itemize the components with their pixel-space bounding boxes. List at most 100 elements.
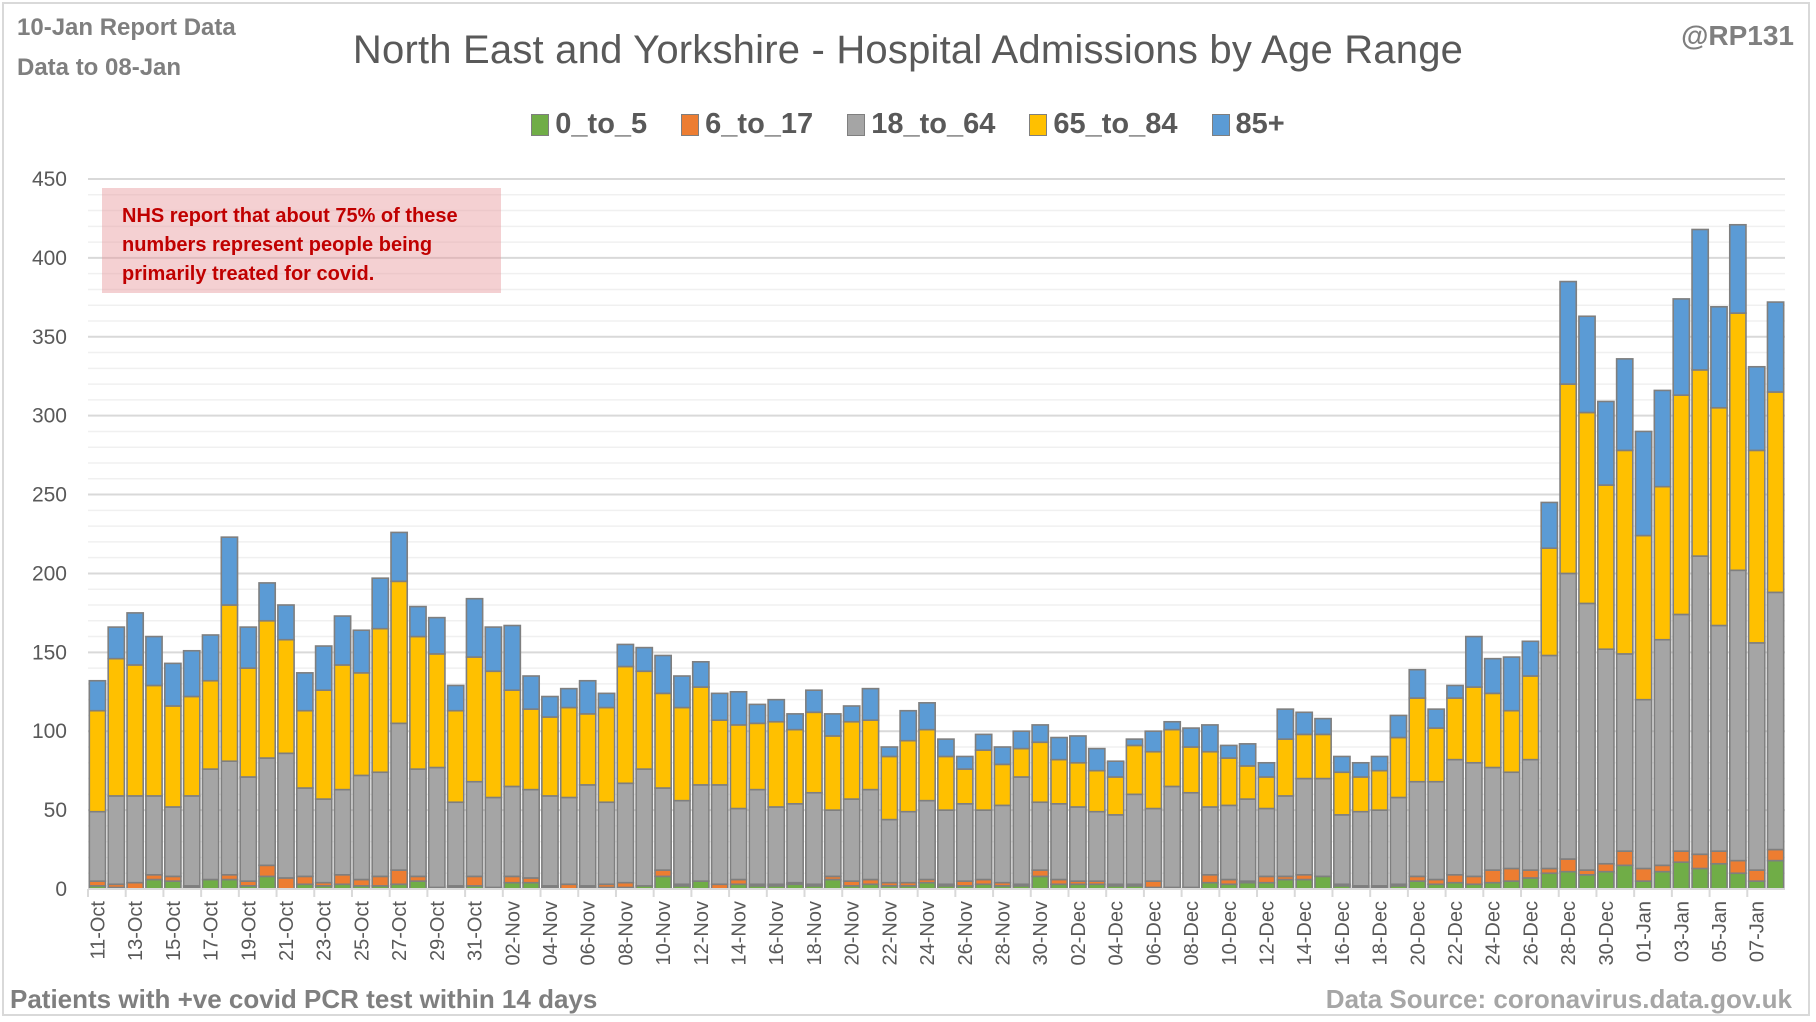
bar-stack	[559, 687, 578, 890]
bar-segment-85+	[409, 605, 427, 638]
bar-segment-65_to_84	[805, 711, 823, 794]
bar-stack	[1370, 755, 1389, 890]
x-tick-label: 14-Dec	[1294, 901, 1316, 965]
bar-segment-18_to_64	[993, 804, 1012, 884]
bar-stack	[446, 684, 465, 890]
x-tick-label: 18-Dec	[1370, 901, 1392, 965]
bar-segment-18_to_64	[484, 796, 503, 889]
bar-segment-65_to_84	[748, 722, 767, 791]
gridlines	[88, 178, 1785, 874]
bar-segment-85+	[654, 654, 673, 695]
bar-segment-18_to_64	[107, 795, 126, 886]
bar-segment-65_to_84	[673, 706, 691, 802]
bar-segment-18_to_64	[1427, 780, 1446, 881]
bar-segment-0_to_5	[1672, 861, 1691, 890]
bar-segment-6_to_17	[352, 878, 371, 887]
bar-segment-65_to_84	[1747, 449, 1766, 644]
x-tick-label: 04-Nov	[540, 901, 562, 965]
bar-segment-85+	[937, 738, 955, 758]
bar-segment-85+	[899, 709, 918, 742]
legend-item: 6_to_17	[681, 108, 813, 141]
bars	[88, 223, 1785, 890]
bar-stack	[314, 645, 333, 890]
bar-segment-85+	[842, 705, 861, 723]
bar-segment-65_to_84	[1408, 697, 1427, 783]
bar-segment-18_to_64	[1370, 809, 1389, 887]
bar-stack	[1295, 711, 1314, 890]
bar-segment-85+	[1182, 727, 1200, 748]
x-tick-label: 10-Nov	[653, 901, 675, 965]
bar-segment-65_to_84	[145, 684, 163, 797]
bar-segment-85+	[1559, 280, 1578, 385]
bar-segment-18_to_64	[1615, 653, 1634, 852]
bar-segment-6_to_17	[1596, 862, 1615, 873]
legend-label: 85+	[1235, 108, 1285, 140]
bar-segment-65_to_84	[1766, 391, 1785, 594]
bar-segment-85+	[805, 689, 823, 714]
x-tick-label: 31-Oct	[465, 901, 487, 961]
bar-segment-85+	[1144, 730, 1163, 753]
x-tick-label: 08-Nov	[615, 901, 637, 965]
bar-stack	[333, 615, 352, 890]
bar-segment-18_to_64	[1747, 642, 1766, 871]
bar-segment-18_to_64	[126, 795, 145, 884]
bar-stack	[918, 702, 936, 890]
y-axis: 0 50 100 150 200 250 300 350 400 450	[32, 168, 67, 901]
bar-segment-85+	[277, 604, 295, 641]
bar-segment-18_to_64	[1351, 810, 1370, 887]
x-tick-label: 24-Nov	[917, 901, 939, 965]
bar-segment-85+	[427, 616, 446, 655]
y-tick-label: 150	[32, 641, 67, 664]
bar-stack	[1766, 301, 1785, 890]
bar-segment-18_to_64	[786, 802, 804, 884]
x-tick-label: 05-Jan	[1709, 901, 1731, 962]
bar-stack	[748, 703, 767, 890]
bar-segment-85+	[352, 629, 371, 674]
bar-segment-18_to_64	[1691, 555, 1710, 856]
bar-stack	[654, 654, 673, 890]
x-tick-label: 06-Nov	[578, 901, 600, 965]
bar-segment-18_to_64	[295, 787, 314, 878]
bar-segment-0_to_5	[1634, 880, 1653, 890]
bar-segment-18_to_64	[1106, 814, 1125, 886]
bar-stack	[427, 616, 446, 890]
legend-label: 18_to_64	[871, 108, 996, 140]
bar-segment-18_to_64	[427, 766, 446, 889]
bar-stack	[1540, 501, 1559, 890]
author-handle: @RP131	[1681, 20, 1794, 51]
bar-stack	[1634, 430, 1653, 890]
bar-segment-85+	[1464, 635, 1483, 688]
bar-segment-18_to_64	[1257, 807, 1276, 878]
bar-stack	[1521, 640, 1540, 890]
bar-segment-0_to_5	[654, 875, 673, 890]
bar-segment-0_to_5	[163, 880, 182, 890]
bar-stack	[1728, 223, 1747, 890]
bar-segment-6_to_17	[1653, 864, 1672, 873]
bar-stack	[616, 643, 635, 890]
bar-segment-18_to_64	[1578, 602, 1596, 871]
bar-stack	[1596, 400, 1615, 890]
bar-segment-6_to_17	[1144, 880, 1163, 889]
bar-stack	[1332, 755, 1351, 890]
bar-stack	[1464, 635, 1483, 890]
bar-segment-65_to_84	[1314, 733, 1332, 780]
bar-stack	[1257, 761, 1276, 890]
bar-segment-65_to_84	[729, 724, 748, 810]
x-tick-label: 19-Oct	[238, 901, 260, 961]
bar-segment-0_to_5	[1314, 875, 1332, 890]
bar-segment-18_to_64	[673, 799, 691, 886]
bar-segment-18_to_64	[729, 807, 748, 881]
x-tick-label: 14-Nov	[729, 901, 751, 965]
bar-segment-65_to_84	[1710, 406, 1728, 627]
bar-segment-65_to_84	[1106, 776, 1125, 816]
annotation-box: NHS report that about 75% of these numbe…	[102, 188, 501, 293]
bar-segment-85+	[1087, 747, 1106, 772]
bar-stack	[597, 692, 616, 890]
bar-segment-6_to_17	[1634, 867, 1653, 882]
bar-segment-18_to_64	[333, 788, 352, 876]
bar-stack	[993, 746, 1012, 890]
bar-segment-85+	[465, 597, 484, 658]
bar-segment-85+	[1615, 358, 1634, 452]
bar-segment-6_to_17	[1446, 873, 1464, 884]
bar-segment-65_to_84	[484, 670, 503, 799]
